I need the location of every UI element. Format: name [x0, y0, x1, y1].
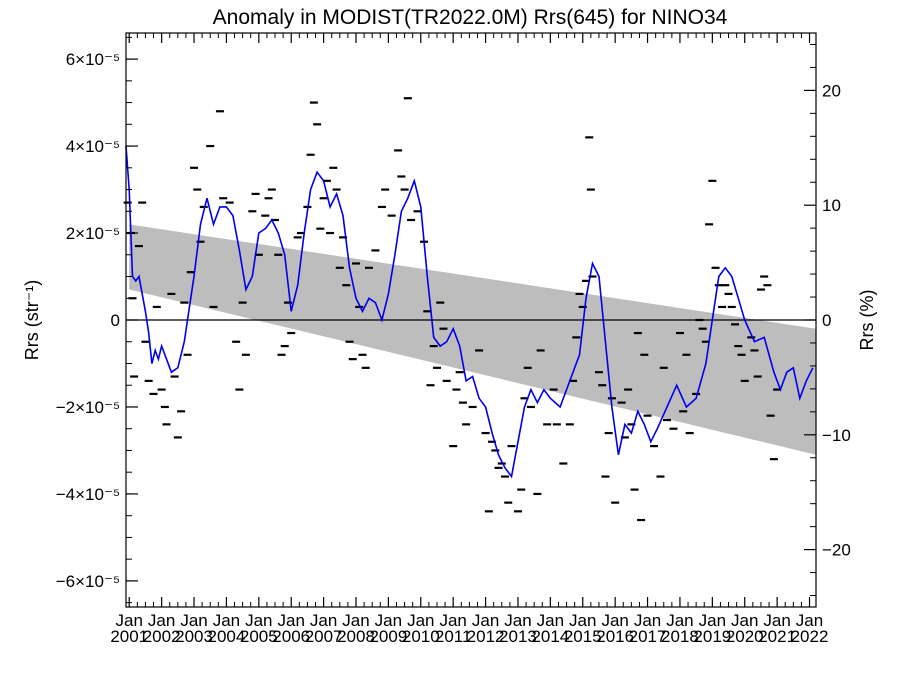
right-axis: 20 10 0 −10 −20	[804, 43, 851, 597]
x-tick-month: Jan	[342, 611, 369, 630]
left-axis-label: Rrs (str⁻¹)	[22, 280, 42, 360]
left-axis: 6×10⁻⁵ 4×10⁻⁵ 2×10⁻⁵ 0 −2×10⁻⁵ −4×10⁻⁵ −6×10⁻⁵	[56, 36, 138, 604]
x-tick-year: 2020	[726, 627, 764, 646]
x-tick-year: 2005	[240, 627, 278, 646]
x-tick-month: Jan	[116, 611, 143, 630]
smoothed-line	[125, 146, 814, 479]
x-tick-year: 2017	[629, 627, 667, 646]
marker-layer	[123, 97, 782, 522]
chart-title: Anomaly in MODIST(TR2022.0M) Rrs(645) fo…	[213, 6, 728, 29]
x-tick-year: 2016	[596, 627, 634, 646]
right-tick-label: −20	[822, 541, 851, 560]
x-tick-month: Jan	[148, 611, 175, 630]
x-tick-month: Jan	[601, 611, 628, 630]
x-tick-year: 2006	[272, 627, 310, 646]
right-tick-label: 20	[822, 81, 841, 100]
x-tick-month: Jan	[699, 611, 726, 630]
x-tick-month: Jan	[180, 611, 207, 630]
x-tick-month: Jan	[407, 611, 434, 630]
x-tick-month: Jan	[439, 611, 466, 630]
right-tick-label: −10	[822, 426, 851, 445]
x-tick-month: Jan	[310, 611, 337, 630]
x-tick-month: Jan	[569, 611, 596, 630]
trend-band-layer	[129, 224, 816, 455]
x-tick-year: 2018	[661, 627, 699, 646]
left-tick-label: 0	[111, 311, 120, 330]
right-axis-label: Rrs (%)	[857, 290, 877, 351]
x-tick-year: 2019	[693, 627, 731, 646]
x-tick-month: Jan	[763, 611, 790, 630]
smoothed-line-layer	[125, 146, 814, 479]
x-tick-month: Jan	[666, 611, 693, 630]
x-tick-year: 2008	[337, 627, 375, 646]
x-tick-year: 2001	[110, 627, 148, 646]
x-tick-year: 2012	[467, 627, 505, 646]
left-tick-label: 6×10⁻⁵	[66, 50, 120, 69]
x-tick-year: 2014	[531, 627, 569, 646]
x-tick-month: Jan	[731, 611, 758, 630]
x-tick-month: Jan	[472, 611, 499, 630]
left-tick-label: 2×10⁻⁵	[66, 224, 120, 243]
x-tick-month: Jan	[278, 611, 305, 630]
x-tick-year: 2021	[758, 627, 796, 646]
x-tick-year: 2007	[305, 627, 343, 646]
x-tick-year: 2009	[369, 627, 407, 646]
left-tick-label: 4×10⁻⁵	[66, 137, 120, 156]
x-tick-month: Jan	[375, 611, 402, 630]
x-tick-month: Jan	[537, 611, 564, 630]
x-axis: Jan2001Jan2002Jan2003Jan2004Jan2005Jan20…	[110, 33, 828, 646]
right-tick-label: 10	[822, 196, 841, 215]
x-tick-year: 2003	[175, 627, 213, 646]
x-tick-year: 2004	[208, 627, 246, 646]
x-tick-month: Jan	[796, 611, 823, 630]
trend-band	[129, 224, 816, 455]
left-tick-label: −4×10⁻⁵	[56, 485, 120, 504]
x-tick-month: Jan	[213, 611, 240, 630]
x-tick-year: 2015	[564, 627, 602, 646]
x-tick-month: Jan	[245, 611, 272, 630]
left-tick-label: −2×10⁻⁵	[56, 398, 120, 417]
x-tick-year: 2011	[435, 627, 472, 646]
x-tick-month: Jan	[634, 611, 661, 630]
x-tick-year: 2013	[499, 627, 537, 646]
x-tick-year: 2010	[402, 627, 440, 646]
x-tick-month: Jan	[504, 611, 531, 630]
left-tick-label: −6×10⁻⁵	[56, 572, 120, 591]
x-tick-year: 2022	[791, 627, 829, 646]
right-tick-label: 0	[822, 311, 831, 330]
x-tick-year: 2002	[143, 627, 181, 646]
